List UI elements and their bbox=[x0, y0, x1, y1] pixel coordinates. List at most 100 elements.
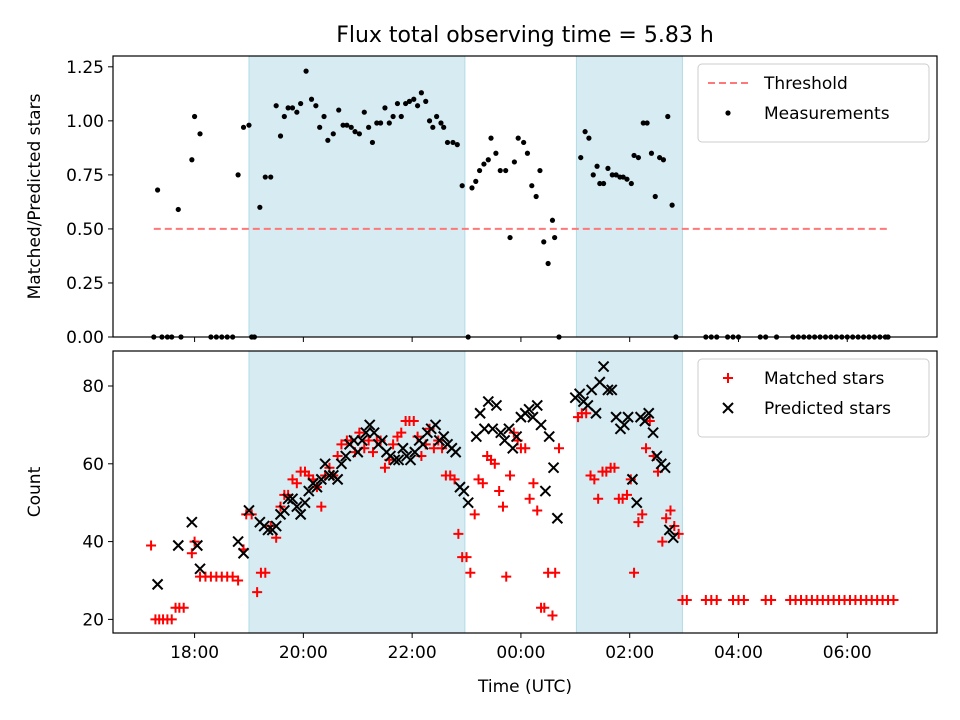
predicted-point bbox=[523, 403, 535, 416]
y-tick-label: 0.75 bbox=[66, 166, 104, 186]
predicted-point bbox=[376, 434, 388, 447]
shaded-interval bbox=[575, 55, 683, 338]
measurement-point bbox=[620, 174, 626, 180]
measurement-point bbox=[336, 107, 342, 113]
measurement-point bbox=[521, 139, 527, 146]
predicted-point bbox=[495, 426, 507, 439]
measurement-point bbox=[441, 124, 447, 130]
matched-point bbox=[637, 509, 648, 520]
x-tick-label: 18:00 bbox=[170, 643, 219, 663]
measurement-point bbox=[356, 131, 362, 137]
measurement-point bbox=[394, 100, 401, 107]
matched-point bbox=[621, 489, 632, 500]
legend-measurement-swatch bbox=[725, 110, 731, 116]
measurement-point bbox=[430, 124, 436, 130]
predicted-point bbox=[539, 485, 552, 497]
predicted-point bbox=[531, 399, 543, 412]
figure-title: Flux total observing time = 5.83 h bbox=[336, 23, 714, 48]
matched-point bbox=[453, 528, 464, 539]
measurement-point bbox=[541, 239, 547, 245]
predicted-point bbox=[474, 407, 486, 419]
predicted-point bbox=[232, 535, 244, 548]
measurement-point bbox=[268, 174, 274, 180]
measurement-point bbox=[374, 120, 380, 126]
predicted-point bbox=[667, 531, 679, 544]
predicted-point bbox=[389, 454, 401, 466]
y-tick-label: 0.00 bbox=[66, 328, 104, 348]
y-axis-label: Matched/Predicted stars bbox=[25, 93, 45, 299]
legend-label: Matched stars bbox=[764, 369, 884, 389]
measurement-point bbox=[476, 167, 483, 174]
predicted-point bbox=[243, 504, 255, 517]
predicted-point bbox=[319, 458, 331, 470]
measurement-point bbox=[418, 90, 424, 96]
series-x bbox=[151, 360, 679, 591]
measurement-point bbox=[340, 122, 346, 128]
predicted-point bbox=[547, 461, 560, 474]
predicted-point bbox=[315, 473, 328, 486]
shaded-interval bbox=[248, 350, 466, 634]
predicted-point bbox=[449, 446, 462, 458]
measurement-point bbox=[289, 105, 296, 111]
measurement-point bbox=[582, 129, 588, 135]
matched-point bbox=[379, 462, 390, 473]
measurement-point bbox=[330, 131, 336, 137]
predicted-point bbox=[597, 360, 610, 373]
x-tick-label: 22:00 bbox=[388, 643, 437, 663]
top-panel: 0.00 0.25 0.50 0.75 1.00 1.25 Matched/Predicte… bbox=[25, 55, 938, 348]
y-tick-label: 0.50 bbox=[66, 220, 104, 240]
measurement-point bbox=[450, 139, 456, 146]
measurement-point bbox=[590, 172, 596, 178]
predicted-point bbox=[299, 496, 311, 509]
matched-point bbox=[336, 439, 347, 450]
predicted-point bbox=[340, 450, 352, 462]
measurement-point bbox=[317, 124, 323, 130]
matched-point bbox=[494, 486, 505, 497]
measurement-point bbox=[262, 174, 268, 180]
measurement-point bbox=[586, 135, 592, 141]
predicted-point bbox=[429, 419, 442, 431]
matched-point bbox=[629, 567, 640, 578]
predicted-point bbox=[659, 461, 671, 474]
predicted-point bbox=[348, 434, 360, 447]
matched-point bbox=[501, 571, 512, 582]
matched-point bbox=[766, 594, 777, 605]
measurement-point bbox=[609, 172, 615, 178]
predicted-point bbox=[602, 384, 614, 396]
predicted-point bbox=[356, 434, 368, 447]
x-tick-label: 06:00 bbox=[823, 643, 872, 663]
predicted-point bbox=[482, 395, 494, 408]
measurement-point bbox=[321, 113, 327, 120]
x-tick-label: 00:00 bbox=[496, 643, 545, 663]
measurement-point bbox=[497, 167, 503, 174]
y-tick-label: 60 bbox=[82, 455, 104, 475]
measurement-point bbox=[657, 154, 663, 161]
measurement-point bbox=[197, 131, 203, 137]
measurement-point bbox=[406, 98, 413, 104]
measurement-point bbox=[469, 185, 475, 191]
matched-point bbox=[539, 602, 550, 613]
predicted-point bbox=[262, 524, 274, 536]
matched-point bbox=[589, 474, 600, 485]
measurement-point bbox=[257, 204, 263, 210]
predicted-point bbox=[618, 419, 630, 431]
predicted-point bbox=[311, 481, 323, 493]
bottom-panel: 20 40 60 80 18:00 20:00 22:00 00:00 02:00 04:00 06… bbox=[25, 350, 938, 697]
matched-point bbox=[641, 443, 652, 454]
matched-point bbox=[252, 587, 263, 598]
x-tick-label: 02:00 bbox=[605, 643, 654, 663]
axes-frame bbox=[112, 350, 938, 634]
measurement-point bbox=[524, 150, 531, 156]
matched-point bbox=[550, 567, 561, 578]
y-tick-label: 20 bbox=[82, 610, 104, 630]
measurement-point bbox=[285, 105, 291, 111]
matched-point bbox=[375, 435, 386, 446]
predicted-point bbox=[303, 485, 315, 497]
predicted-point bbox=[270, 520, 282, 532]
measurement-point bbox=[246, 122, 252, 128]
measurement-point bbox=[549, 217, 556, 223]
measurement-point bbox=[545, 260, 551, 267]
predicted-point bbox=[392, 454, 405, 466]
measurement-point bbox=[444, 139, 451, 146]
measurement-point bbox=[361, 109, 367, 115]
